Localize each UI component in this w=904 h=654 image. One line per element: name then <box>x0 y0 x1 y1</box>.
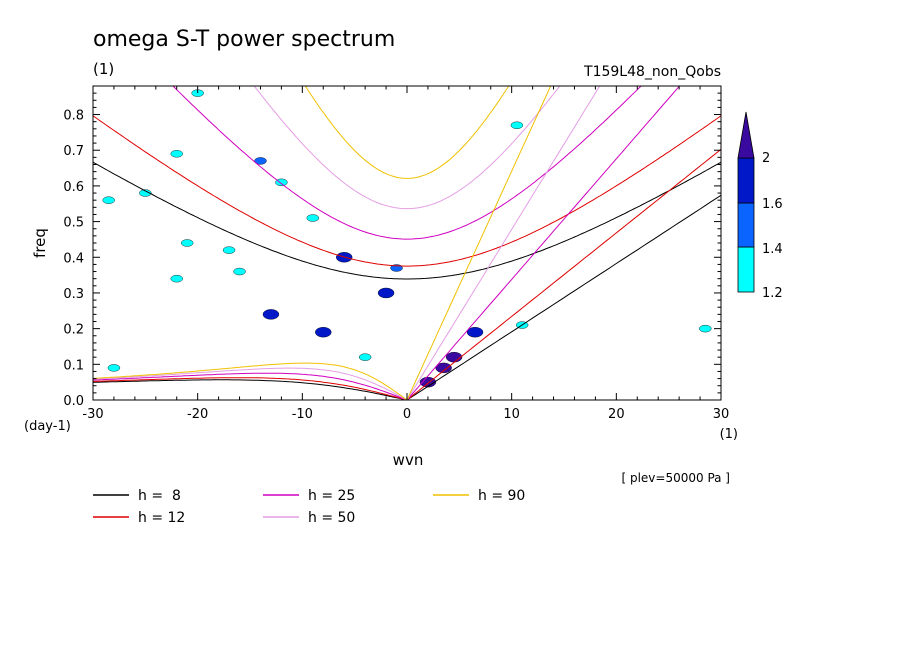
chart-subtitle-right: T159L48_non_Qobs <box>583 64 721 80</box>
colorbar-label: 1.2 <box>762 286 783 301</box>
kelvin-wave-curve <box>406 86 552 400</box>
x-tick-label: -20 <box>187 407 208 422</box>
x-axis: -30 -20 -10 0 10 20 30 <box>82 86 729 422</box>
colorbar-swatch <box>737 202 755 248</box>
dispersion-curves <box>93 86 721 400</box>
x-axis-label: wvn <box>393 451 424 469</box>
gravity-wave-curve <box>93 115 721 267</box>
y-axis: 0.0 0.1 0.2 0.3 0.4 0.5 0.6 0.7 0.8 <box>63 92 721 409</box>
colorbar-swatch <box>737 157 755 204</box>
contour-region <box>315 327 332 338</box>
gravity-wave-curve <box>253 86 561 210</box>
contour-region <box>180 239 194 247</box>
rossby-wave-curve <box>93 367 408 400</box>
y-tick-label: 0.6 <box>63 180 84 195</box>
plot-background <box>93 86 721 400</box>
legend-label: h = 50 <box>308 510 355 526</box>
y-tick-label: 0.3 <box>63 287 84 302</box>
kelvin-wave-curve <box>406 86 601 400</box>
contour-region <box>445 351 463 363</box>
chart-subtitle-left: (1) <box>93 60 114 78</box>
contour-region <box>466 327 484 338</box>
legend-label: h = 25 <box>308 488 355 504</box>
y-tick-label: 0.0 <box>63 394 84 409</box>
y-tick-label: 0.4 <box>63 251 84 266</box>
contour-region <box>435 362 452 374</box>
y-tick-label: 0.2 <box>63 323 84 338</box>
x-unit-label: (1) <box>720 427 738 442</box>
rossby-wave-curve <box>93 379 408 400</box>
gravity-wave-curve <box>172 86 642 240</box>
contour-region <box>139 189 152 197</box>
contour-region <box>377 287 395 299</box>
y-tick-label: 0.5 <box>63 216 84 231</box>
rossby-wave-curve <box>93 372 408 400</box>
colorbar: 1.2 1.4 1.6 2 <box>737 111 783 301</box>
legend-label: h = 12 <box>138 510 185 526</box>
contour-region <box>170 150 183 158</box>
x-tick-label: 10 <box>503 407 520 422</box>
y-tick-label: 0.1 <box>63 358 84 373</box>
contour-region <box>510 121 524 129</box>
x-tick-label: -30 <box>82 407 103 422</box>
gravity-wave-curve <box>93 161 721 280</box>
rossby-wave-curve <box>93 362 408 400</box>
contour-layer <box>102 89 712 388</box>
colorbar-swatch <box>737 246 755 293</box>
kelvin-wave-curve <box>406 194 721 400</box>
contour-region <box>699 324 712 333</box>
legend-label: h = 90 <box>478 488 525 504</box>
colorbar-label: 1.4 <box>762 242 783 257</box>
gravity-wave-curve <box>304 86 510 179</box>
contour-region <box>358 353 372 361</box>
contour-region <box>275 178 288 187</box>
x-tick-label: 30 <box>713 407 730 422</box>
colorbar-label: 1.6 <box>762 197 783 212</box>
colorbar-top-triangle <box>737 111 755 159</box>
contour-region <box>262 309 280 320</box>
y-tick-label: 0.8 <box>63 109 84 124</box>
kelvin-wave-curve <box>406 148 721 400</box>
contour-region <box>102 196 115 204</box>
x-tick-label: -10 <box>292 407 313 422</box>
colorbar-label: 2 <box>762 151 770 166</box>
x-tick-label: 0 <box>403 407 411 422</box>
x-tick-label: 20 <box>608 407 625 422</box>
kelvin-wave-curve <box>406 86 681 400</box>
contour-region <box>107 364 121 372</box>
y-unit-label: (day-1) <box>24 419 71 434</box>
y-tick-label: 0.7 <box>63 144 84 159</box>
contour-region <box>254 157 267 165</box>
rossby-wave-curve <box>93 377 408 400</box>
footnote: [ plev=50000 Pa ] <box>621 471 730 485</box>
contour-region <box>222 246 236 254</box>
chart-title: omega S-T power spectrum <box>93 27 395 52</box>
contour-region <box>233 267 246 276</box>
contour-region <box>306 214 319 222</box>
legend-label: h = 8 <box>138 488 181 504</box>
y-axis-label: freq <box>31 228 49 258</box>
contour-region <box>170 274 183 283</box>
dispersion-legend: h = 8 h = 12 h = 25 h = 50 h = 90 <box>93 488 525 526</box>
